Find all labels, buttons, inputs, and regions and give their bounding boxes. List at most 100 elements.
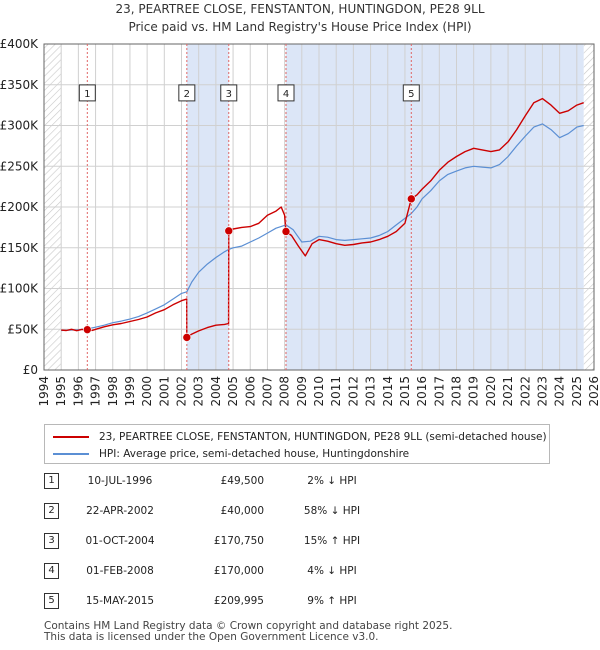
footer-copyright: Contains HM Land Registry data © Crown c…	[44, 620, 453, 632]
sale-label-box	[178, 84, 196, 102]
x-tick-label: 2022	[518, 376, 532, 407]
table-row: 5 15-MAY-2015 £209,995 9% ↑ HPI	[44, 592, 374, 612]
table-row: 4 01-FEB-2008 £170,000 4% ↓ HPI	[44, 562, 374, 582]
sale-date: 10-JUL-1996	[87, 475, 153, 487]
x-tick-label: 2008	[278, 376, 292, 407]
legend-item-hpi: HPI: Average price, semi-detached house,…	[53, 445, 409, 463]
x-tick-label: 2005	[226, 376, 240, 407]
sale-hpi-diff: 9% ↑ HPI	[307, 595, 357, 607]
x-tick-label: 2009	[295, 376, 309, 407]
legend-label-property: 23, PEARTREE CLOSE, FENSTANTON, HUNTINGD…	[99, 431, 547, 443]
property-price-line	[61, 97, 584, 339]
sale-price: £40,000	[220, 505, 264, 517]
y-tick-label: £250K	[0, 159, 39, 173]
footer-attribution: Contains HM Land Registry data © Crown c…	[44, 621, 452, 643]
sale-number-badge: 5	[44, 593, 59, 609]
sale-date: 01-FEB-2008	[86, 565, 154, 577]
sale-label-box	[220, 84, 238, 102]
x-tick-label: 2020	[484, 376, 498, 407]
sale-label-box	[402, 84, 420, 102]
x-tick-label: 2013	[364, 376, 378, 407]
x-tick-label: 2017	[432, 376, 446, 407]
plot-frame	[43, 43, 595, 371]
sale-label-number: 4	[283, 89, 289, 100]
x-tick-label: 2010	[312, 376, 326, 407]
x-tick-label: 2003	[192, 376, 206, 407]
series-lines	[61, 97, 584, 339]
legend-label-hpi: HPI: Average price, semi-detached house,…	[99, 448, 410, 460]
legend-swatch-property	[53, 436, 89, 438]
x-tick-label: 2007	[260, 376, 274, 407]
sale-point	[281, 227, 291, 236]
sale-label-number: 2	[184, 89, 190, 100]
x-tick-label: 1997	[89, 376, 103, 407]
sale-date: 22-APR-2002	[86, 505, 154, 517]
x-tick-label: 2016	[415, 376, 429, 407]
x-tick-label: 2019	[467, 376, 481, 407]
sale-point	[406, 194, 416, 204]
y-tick-label: £400K	[0, 37, 39, 51]
chart-subtitle: Price paid vs. HM Land Registry's House …	[128, 20, 471, 34]
sale-number-badge: 4	[44, 563, 59, 579]
sale-price: £209,995	[213, 595, 264, 607]
sale-number-badge: 2	[44, 503, 59, 519]
x-tick-label: 2006	[243, 376, 257, 407]
hpi-line	[61, 123, 584, 332]
y-tick-label: £50K	[7, 322, 39, 336]
sale-markers: 1 2 3 4 5	[78, 44, 420, 370]
table-row: 2 22-APR-2002 £40,000 58% ↓ HPI	[44, 502, 374, 522]
y-tick-label: £350K	[0, 78, 39, 92]
x-tick-label: 1999	[123, 376, 137, 407]
x-tick-label: 2018	[450, 376, 464, 407]
sale-number-badge: 3	[44, 533, 59, 549]
sale-hpi-diff: 4% ↓ HPI	[307, 565, 357, 577]
y-tick-label: £100K	[0, 282, 39, 296]
sale-price: £49,500	[220, 475, 264, 487]
chart-title: 23, PEARTREE CLOSE, FENSTANTON, HUNTINGD…	[115, 2, 484, 16]
x-tick-label: 2014	[381, 376, 395, 407]
sale-date: 01-OCT-2004	[85, 535, 155, 547]
x-tick-label: 1998	[106, 376, 120, 407]
sale-hpi-diff: 58% ↓ HPI	[303, 505, 361, 517]
x-tick-label: 2024	[553, 376, 567, 407]
x-tick-label: 2026	[587, 376, 600, 407]
sale-number-badge: 1	[44, 473, 59, 489]
table-row: 1 10-JUL-1996 £49,500 2% ↓ HPI	[44, 472, 374, 492]
x-tick-label: 2002	[175, 376, 189, 407]
x-tick-label: 2023	[535, 376, 549, 407]
y-tick-label: £300K	[0, 119, 39, 133]
y-tick-label: £0	[23, 363, 38, 377]
footer-licence: This data is licensed under the Open Gov…	[44, 631, 379, 643]
legend: 23, PEARTREE CLOSE, FENSTANTON, HUNTINGD…	[44, 424, 550, 464]
sale-point	[224, 226, 234, 236]
x-tick-label: 2000	[140, 376, 154, 407]
sale-price: £170,750	[213, 535, 264, 547]
x-tick-label: 2025	[570, 376, 584, 407]
sale-hpi-diff: 2% ↓ HPI	[307, 475, 357, 487]
legend-item-property: 23, PEARTREE CLOSE, FENSTANTON, HUNTINGD…	[53, 428, 547, 446]
sale-point	[83, 325, 92, 334]
x-tick-label: 1995	[54, 376, 68, 407]
x-tick-label: 2021	[501, 376, 515, 407]
sale-label-number: 5	[408, 89, 414, 100]
y-tick-label: £200K	[0, 200, 39, 214]
sale-label-box	[78, 84, 96, 102]
sale-price: £170,000	[213, 565, 264, 577]
x-tick-label: 2011	[329, 376, 343, 407]
sale-point	[182, 333, 192, 342]
table-row: 3 01-OCT-2004 £170,750 15% ↑ HPI	[44, 532, 374, 552]
sale-label-number: 3	[226, 89, 232, 100]
price-chart: 23, PEARTREE CLOSE, FENSTANTON, HUNTINGD…	[0, 2, 600, 407]
y-tick-label: £150K	[0, 241, 39, 255]
x-tick-label: 1996	[71, 376, 85, 407]
sale-label-number: 1	[84, 89, 90, 100]
legend-swatch-hpi	[53, 453, 89, 455]
x-tick-label: 1994	[37, 376, 51, 407]
sale-hpi-diff: 15% ↑ HPI	[303, 535, 361, 547]
sale-date: 15-MAY-2015	[85, 595, 155, 607]
x-tick-label: 2015	[398, 376, 412, 407]
x-tick-label: 2004	[209, 376, 223, 407]
sale-label-box	[277, 84, 295, 102]
x-tick-label: 2012	[346, 376, 360, 407]
axes: £0 £50K £100K £150K £200K £250K £300K £350K £400…	[0, 37, 600, 407]
